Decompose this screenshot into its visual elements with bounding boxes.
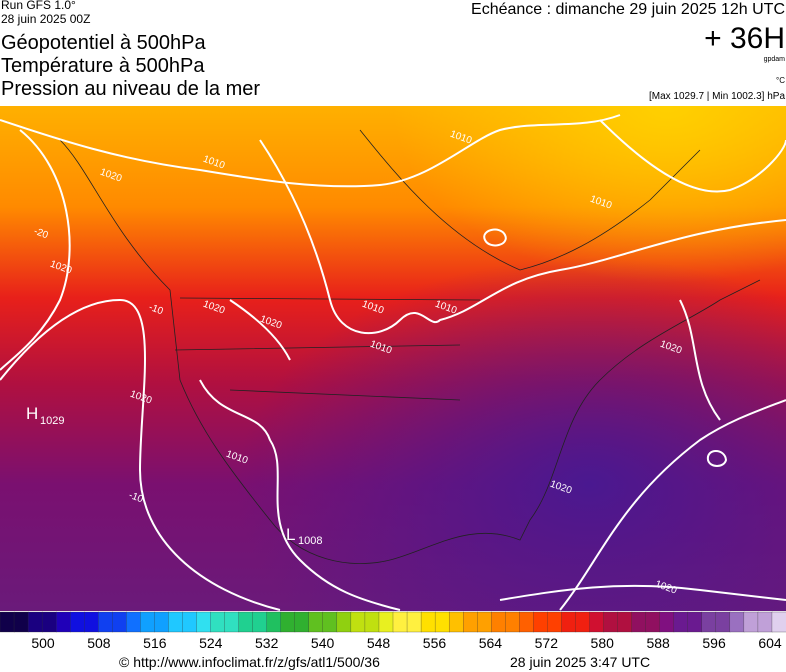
colorbar-swatch [210,611,226,633]
colorbar-label: 500 [31,635,55,651]
colorbar-swatch [448,611,464,633]
colorbar-label: 516 [143,635,167,651]
unit-temp: °C [776,76,785,85]
colorbar-swatch [154,611,170,633]
colorbar-swatch [505,611,520,633]
colorbar-swatch [364,611,380,633]
colorbar-swatch [168,611,184,633]
colorbar-swatch [280,611,296,633]
colorbar-label: 588 [646,635,670,651]
colorbar-swatch [715,611,731,633]
colorbar-swatch [561,611,577,633]
colorbar-swatch [266,611,282,633]
colorbar-swatch [631,611,647,633]
colorbar-swatch [771,611,786,633]
colorbar-swatch [673,611,689,633]
colorbar-label: 532 [255,635,279,651]
colorbar-swatch [477,611,492,633]
colorbar-swatch [463,611,478,633]
colorbar-swatch [0,611,15,633]
colorbar-swatch [434,611,450,633]
isobar-label: -20 [32,226,50,241]
colorbar-label: 548 [367,635,391,651]
colorbar-swatch [729,611,745,633]
map [0,106,786,611]
colorbar-swatch [603,611,619,633]
colorbar-swatch [126,611,142,633]
colorbar-label: 572 [535,635,559,651]
colorbar-label: 604 [758,635,782,651]
colorbar-swatch [392,611,408,633]
colorbar-swatch [659,611,675,633]
colorbar-swatch [378,611,394,633]
echeance: Echéance : dimanche 29 juin 2025 12h UTC [471,1,785,18]
extremes: [Max 1029.7 | Min 1002.3] hPa [649,91,785,102]
generated: 28 juin 2025 3:47 UTC [510,654,650,670]
source[interactable]: © http://www.infoclimat.fr/z/gfs/atl1/50… [119,654,380,670]
colorbar-label: 596 [702,635,726,651]
colorbar-swatch [519,611,535,633]
colorbar-swatch [55,611,71,633]
colorbar: 500 508 516 524 532 540 548 556 564 572 580 588 596 6… [0,611,786,651]
colorbar-swatch [112,611,127,633]
colorbar-swatch [743,611,759,633]
colorbar-swatch [182,611,198,633]
isobar-label: -10 [147,302,165,317]
colorbar-swatch [238,611,254,633]
colorbar-swatch [701,611,717,633]
colorbar-label: 508 [87,635,111,651]
colorbar-label: 564 [479,635,503,651]
colorbar-swatch [589,611,605,633]
colorbar-label: 556 [423,635,447,651]
colorbar-swatch [140,611,156,633]
unit-geo: gpdam [764,56,786,63]
colorbar-swatch [308,611,324,633]
colorbar-label: 580 [591,635,615,651]
high-letter: H [26,404,38,423]
title: Pression au niveau de la mer [1,78,260,100]
low-letter: L [286,525,295,544]
isobar-label: -10 [127,490,145,505]
colorbar-swatch [70,611,85,633]
high-value: 1029 [40,415,64,427]
lead-time: + 36H [704,22,785,55]
colorbar-swatch [406,611,422,633]
run-date: 28 juin 2025 00Z [1,12,90,26]
colorbar-label: 524 [199,635,223,651]
colorbar-swatch [41,611,57,633]
colorbar-swatch [224,611,240,633]
colorbar-swatch [322,611,338,633]
colorbar-swatch [84,611,99,633]
run: Run GFS 1.0° [1,0,76,12]
colorbar-swatch [687,611,703,633]
colorbar-swatch [98,611,113,633]
title: Géopotentiel à 500hPa [1,32,206,54]
colorbar-swatch [252,611,268,633]
colorbar-swatch [336,611,352,633]
colorbar-swatch [533,611,549,633]
colorbar-swatch [575,611,591,633]
colorbar-swatch [491,611,506,633]
colorbar-label: 540 [311,635,335,651]
colorbar-swatch [617,611,633,633]
colorbar-swatch [13,611,29,633]
colorbar-swatch [547,611,563,633]
low-value: 1008 [298,535,322,547]
colorbar-swatch [420,611,436,633]
title: Température à 500hPa [1,55,205,77]
colorbar-swatch [294,611,310,633]
colorbar-swatch [196,611,212,633]
colorbar-swatch [27,611,43,633]
colorbar-swatch [757,611,773,633]
colorbar-swatch [350,611,366,633]
colorbar-swatch [645,611,661,633]
